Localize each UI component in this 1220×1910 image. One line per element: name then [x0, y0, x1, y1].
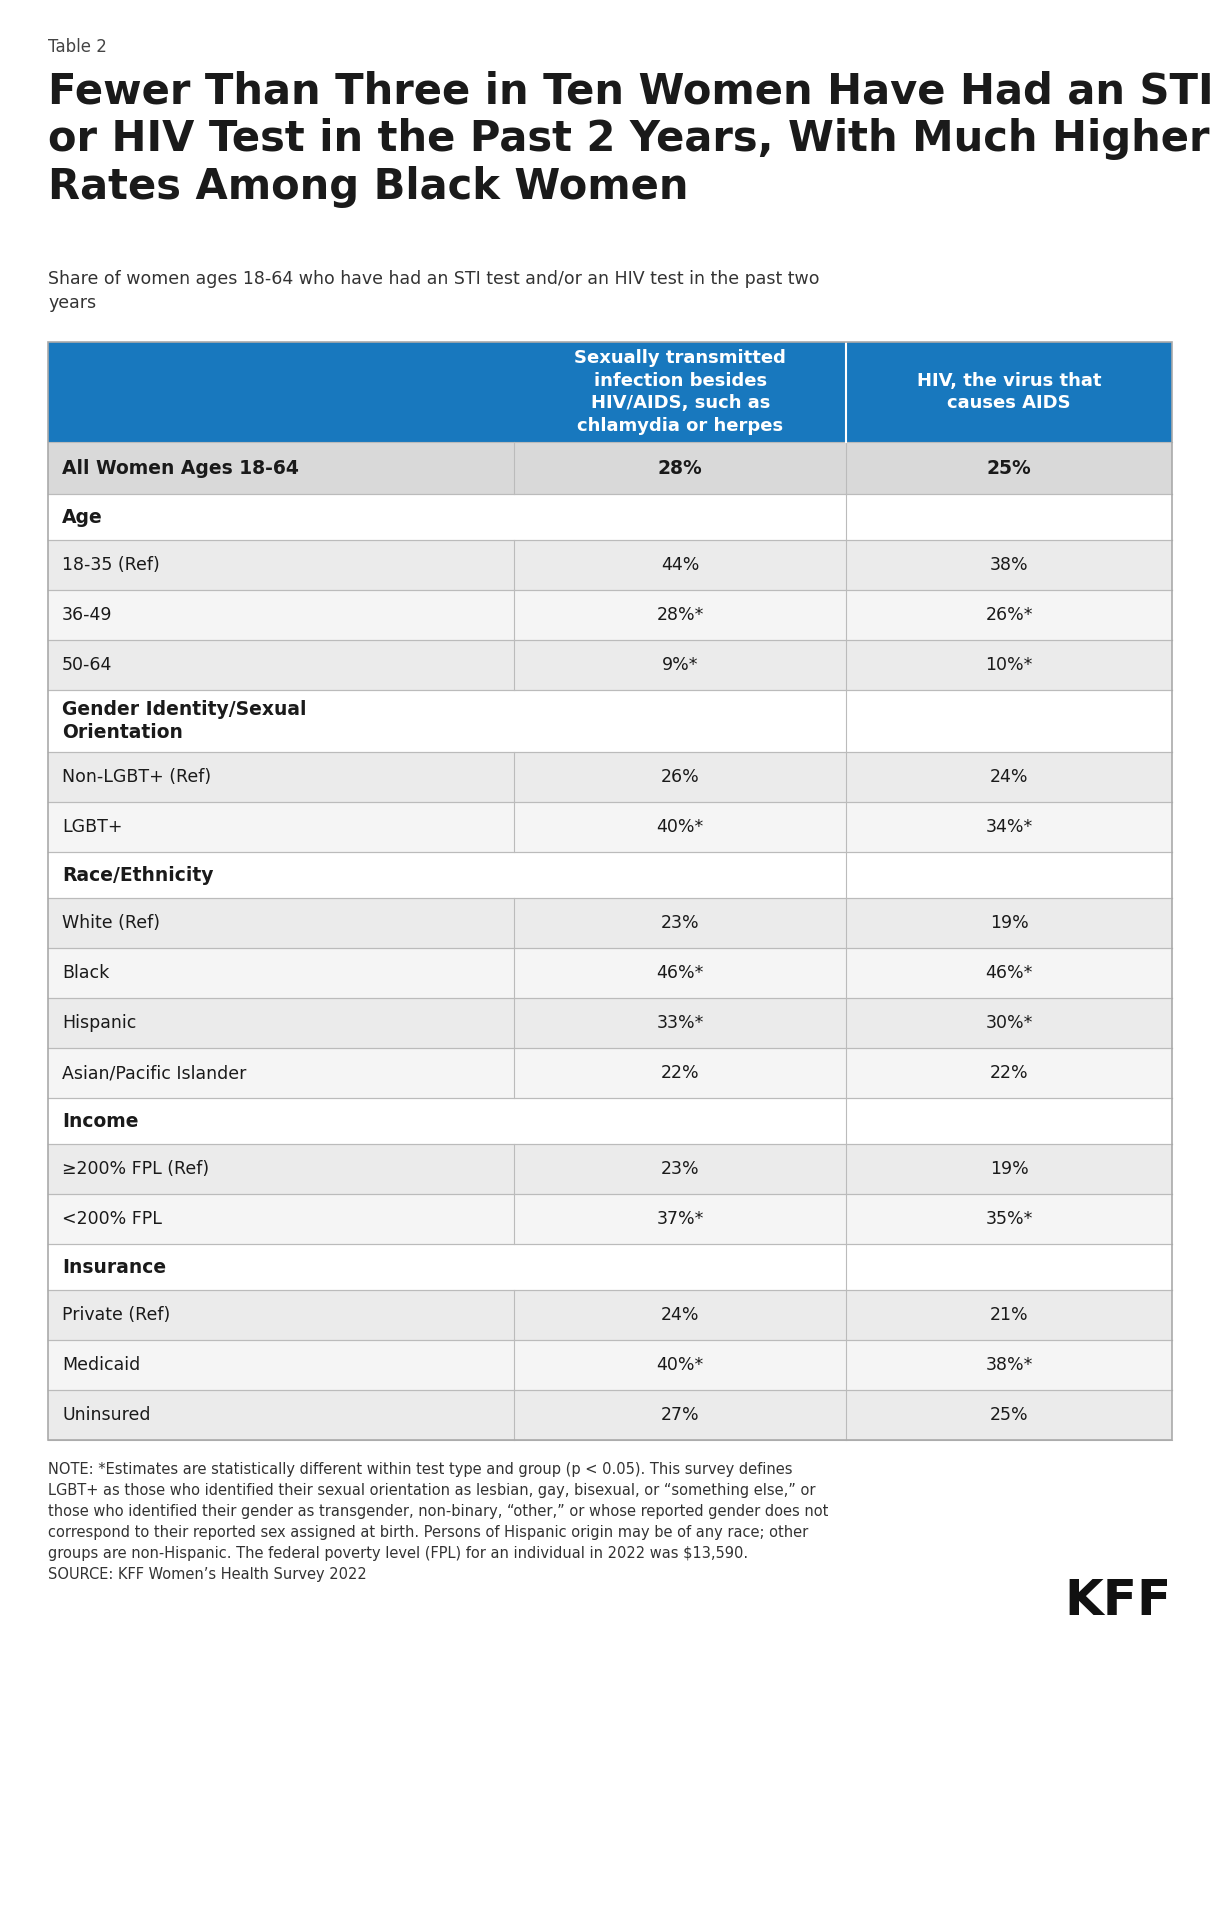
Text: 24%: 24%: [661, 1306, 699, 1324]
Text: <200% FPL: <200% FPL: [62, 1211, 162, 1228]
Text: 28%*: 28%*: [656, 605, 704, 625]
Text: Asian/Pacific Islander: Asian/Pacific Islander: [62, 1064, 246, 1081]
Text: Medicaid: Medicaid: [62, 1356, 140, 1373]
Text: 37%*: 37%*: [656, 1211, 704, 1228]
Text: 19%: 19%: [989, 1159, 1028, 1178]
Bar: [48, 690, 1172, 753]
Text: 50-64: 50-64: [62, 655, 112, 674]
Text: Race/Ethnicity: Race/Ethnicity: [62, 865, 214, 884]
Text: 38%: 38%: [989, 556, 1028, 575]
Bar: [48, 852, 1172, 898]
Text: 19%: 19%: [989, 915, 1028, 932]
Text: Private (Ref): Private (Ref): [62, 1306, 171, 1324]
Bar: [48, 640, 1172, 690]
Text: 21%: 21%: [989, 1306, 1028, 1324]
Bar: [48, 1289, 1172, 1341]
Text: 9%*: 9%*: [662, 655, 699, 674]
Text: NOTE: *Estimates are statistically different within test type and group (p < 0.0: NOTE: *Estimates are statistically diffe…: [48, 1461, 828, 1581]
Text: LGBT+: LGBT+: [62, 817, 122, 837]
Bar: [48, 1144, 1172, 1194]
Text: Uninsured: Uninsured: [62, 1406, 150, 1425]
Text: 26%: 26%: [661, 768, 699, 787]
Text: Sexually transmitted
infection besides
HIV/AIDS, such as
chlamydia or herpes: Sexually transmitted infection besides H…: [575, 350, 786, 435]
Text: All Women Ages 18-64: All Women Ages 18-64: [62, 458, 299, 478]
Text: ≥200% FPL (Ref): ≥200% FPL (Ref): [62, 1159, 209, 1178]
Text: 28%: 28%: [658, 458, 703, 478]
Text: Black: Black: [62, 965, 110, 982]
Text: Gender Identity/Sexual
Orientation: Gender Identity/Sexual Orientation: [62, 699, 306, 743]
Bar: [48, 441, 1172, 495]
Bar: [48, 342, 1172, 1440]
Text: 24%: 24%: [989, 768, 1028, 787]
Text: 35%*: 35%*: [986, 1211, 1032, 1228]
Bar: [48, 495, 1172, 541]
Bar: [48, 541, 1172, 590]
Text: Table 2: Table 2: [48, 38, 107, 55]
Text: 40%*: 40%*: [656, 1356, 704, 1373]
Bar: [48, 999, 1172, 1049]
Text: Insurance: Insurance: [62, 1257, 166, 1276]
Bar: [48, 1243, 1172, 1289]
Text: Age: Age: [62, 508, 102, 527]
Text: 38%*: 38%*: [986, 1356, 1032, 1373]
Bar: [48, 342, 1172, 441]
Text: 40%*: 40%*: [656, 817, 704, 837]
Text: 44%: 44%: [661, 556, 699, 575]
Bar: [48, 590, 1172, 640]
Bar: [48, 947, 1172, 999]
Text: 27%: 27%: [661, 1406, 699, 1425]
Text: Hispanic: Hispanic: [62, 1014, 137, 1031]
Bar: [48, 1098, 1172, 1144]
Bar: [48, 802, 1172, 852]
Text: 10%*: 10%*: [986, 655, 1032, 674]
Text: 25%: 25%: [989, 1406, 1028, 1425]
Text: Non-LGBT+ (Ref): Non-LGBT+ (Ref): [62, 768, 211, 787]
Bar: [48, 1049, 1172, 1098]
Bar: [48, 753, 1172, 802]
Text: 23%: 23%: [661, 915, 699, 932]
Text: Share of women ages 18-64 who have had an STI test and/or an HIV test in the pas: Share of women ages 18-64 who have had a…: [48, 269, 820, 313]
Text: 22%: 22%: [661, 1064, 699, 1081]
Text: KFF: KFF: [1065, 1578, 1172, 1625]
Text: HIV, the virus that
causes AIDS: HIV, the virus that causes AIDS: [916, 372, 1102, 413]
Text: 18-35 (Ref): 18-35 (Ref): [62, 556, 160, 575]
Bar: [48, 1341, 1172, 1390]
Text: 46%*: 46%*: [656, 965, 704, 982]
Text: 36-49: 36-49: [62, 605, 112, 625]
Text: 33%*: 33%*: [656, 1014, 704, 1031]
Text: 22%: 22%: [989, 1064, 1028, 1081]
Text: 34%*: 34%*: [986, 817, 1032, 837]
Text: 25%: 25%: [987, 458, 1031, 478]
Text: 23%: 23%: [661, 1159, 699, 1178]
Text: Fewer Than Three in Ten Women Have Had an STI
or HIV Test in the Past 2 Years, W: Fewer Than Three in Ten Women Have Had a…: [48, 71, 1214, 208]
Bar: [48, 1390, 1172, 1440]
Text: 46%*: 46%*: [986, 965, 1032, 982]
Text: 26%*: 26%*: [986, 605, 1033, 625]
Text: Income: Income: [62, 1112, 139, 1131]
Text: White (Ref): White (Ref): [62, 915, 160, 932]
Text: 30%*: 30%*: [986, 1014, 1032, 1031]
Bar: [48, 1194, 1172, 1243]
Bar: [48, 898, 1172, 947]
